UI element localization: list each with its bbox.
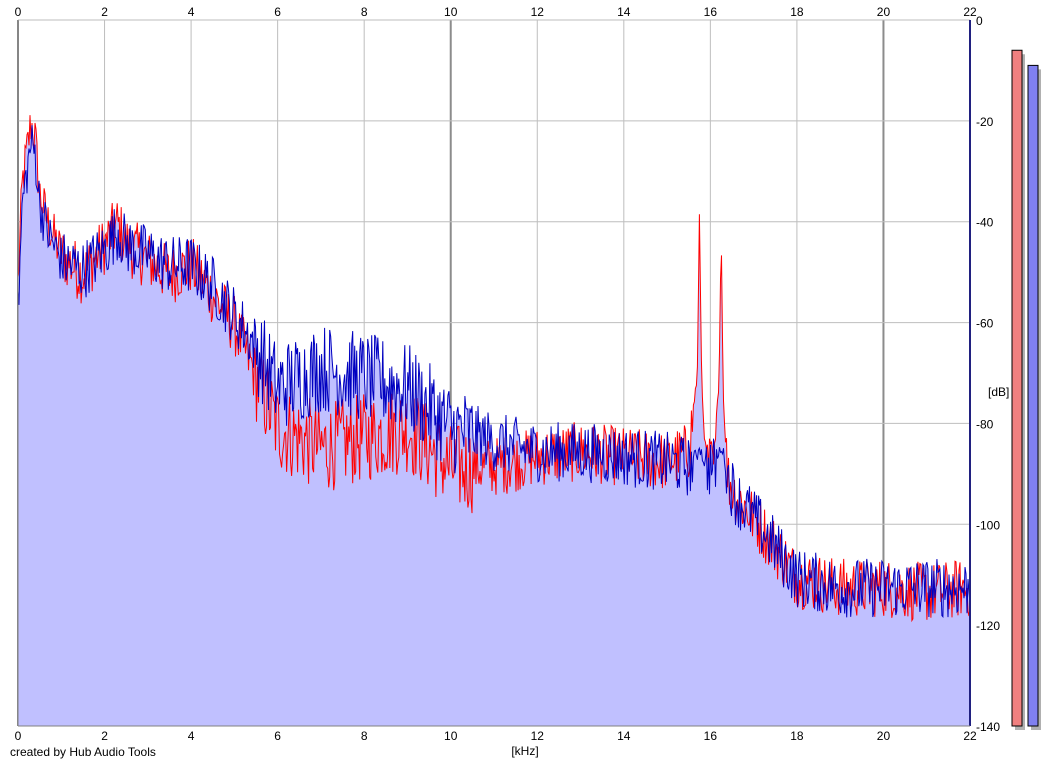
y-tick-label: -40 <box>976 216 994 230</box>
y-tick-label: 0 <box>976 14 983 28</box>
top-tick-labels: 0 2 4 6 8 10 12 14 16 18 20 22 <box>15 5 977 19</box>
x-tick-label-bottom: 18 <box>790 729 804 743</box>
y-tick-label: -140 <box>976 720 1000 734</box>
x-tick-label-bottom: 2 <box>101 729 108 743</box>
bottom-tick-labels: 0 2 4 6 8 10 12 14 16 18 20 22 <box>15 729 977 743</box>
level-meter-red <box>1011 49 1023 727</box>
y-tick-label: -100 <box>976 518 1000 532</box>
axes <box>17 20 971 727</box>
x-tick-label-top: 0 <box>15 5 22 19</box>
x-tick-label-bottom: 12 <box>531 729 545 743</box>
y-tick-label: -80 <box>976 417 994 431</box>
x-tick-label-bottom: 10 <box>444 729 458 743</box>
x-tick-label-bottom: 6 <box>274 729 281 743</box>
x-tick-label-top: 22 <box>963 5 977 19</box>
spectrum-fill-area <box>18 115 970 726</box>
spectrum-fill <box>18 115 970 726</box>
x-tick-label-bottom: 4 <box>188 729 195 743</box>
x-tick-label-top: 14 <box>617 5 631 19</box>
x-tick-label-top: 6 <box>274 5 281 19</box>
x-tick-label-bottom: 8 <box>361 729 368 743</box>
x-tick-label-bottom: 20 <box>877 729 891 743</box>
level-meters <box>1011 49 1041 730</box>
x-tick-label-top: 8 <box>361 5 368 19</box>
x-tick-label-top: 18 <box>790 5 804 19</box>
level-meter-blue <box>1027 64 1039 727</box>
x-tick-label-top: 12 <box>531 5 545 19</box>
series-layer <box>17 115 971 623</box>
y-tick-label: -20 <box>976 115 994 129</box>
series-line-blue <box>17 125 971 618</box>
credit-text: created by Hub Audio Tools <box>10 745 156 759</box>
y-tick-label: -120 <box>976 619 1000 633</box>
y-tick-label: -60 <box>976 317 994 331</box>
x-tick-label-bottom: 14 <box>617 729 631 743</box>
right-tick-labels: 0 -20 -40 -60 -80 -100 -120 -140 <box>976 14 1000 734</box>
x-tick-label-top: 4 <box>188 5 195 19</box>
x-tick-label-bottom: 0 <box>15 729 22 743</box>
x-tick-label-bottom: 16 <box>704 729 718 743</box>
x-tick-label-bottom: 22 <box>963 729 977 743</box>
x-tick-label-top: 10 <box>444 5 458 19</box>
x-tick-label-top: 2 <box>101 5 108 19</box>
x-tick-label-top: 20 <box>877 5 891 19</box>
x-tick-label-top: 16 <box>704 5 718 19</box>
x-axis-label: [kHz] <box>511 744 538 758</box>
y-axis-label: [dB] <box>988 385 1009 399</box>
